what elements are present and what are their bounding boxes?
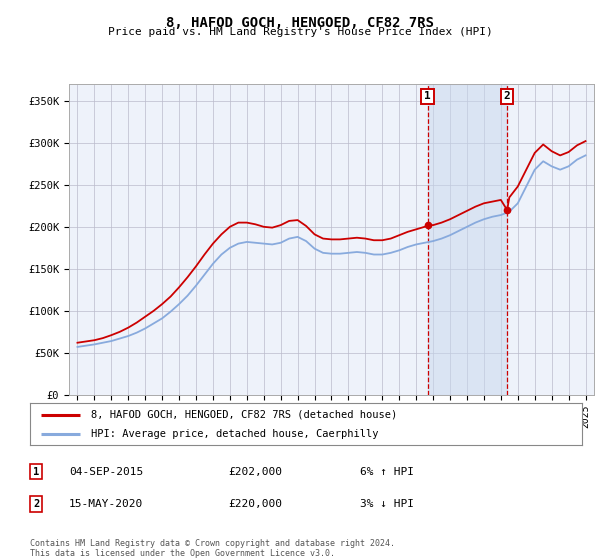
Text: 1: 1 bbox=[33, 466, 39, 477]
Text: 3% ↓ HPI: 3% ↓ HPI bbox=[360, 499, 414, 509]
Text: 8, HAFOD GOCH, HENGOED, CF82 7RS (detached house): 8, HAFOD GOCH, HENGOED, CF82 7RS (detach… bbox=[91, 409, 397, 419]
Text: Price paid vs. HM Land Registry's House Price Index (HPI): Price paid vs. HM Land Registry's House … bbox=[107, 27, 493, 38]
Text: Contains HM Land Registry data © Crown copyright and database right 2024.
This d: Contains HM Land Registry data © Crown c… bbox=[30, 539, 395, 558]
Text: £202,000: £202,000 bbox=[228, 466, 282, 477]
Text: 1: 1 bbox=[424, 91, 431, 101]
Text: 04-SEP-2015: 04-SEP-2015 bbox=[69, 466, 143, 477]
Bar bbox=[428, 84, 507, 395]
Text: £220,000: £220,000 bbox=[228, 499, 282, 509]
Text: 15-MAY-2020: 15-MAY-2020 bbox=[69, 499, 143, 509]
Text: 2: 2 bbox=[33, 499, 39, 509]
Text: 6% ↑ HPI: 6% ↑ HPI bbox=[360, 466, 414, 477]
Text: 2: 2 bbox=[504, 91, 511, 101]
Text: 8, HAFOD GOCH, HENGOED, CF82 7RS: 8, HAFOD GOCH, HENGOED, CF82 7RS bbox=[166, 16, 434, 30]
Text: HPI: Average price, detached house, Caerphilly: HPI: Average price, detached house, Caer… bbox=[91, 429, 378, 439]
